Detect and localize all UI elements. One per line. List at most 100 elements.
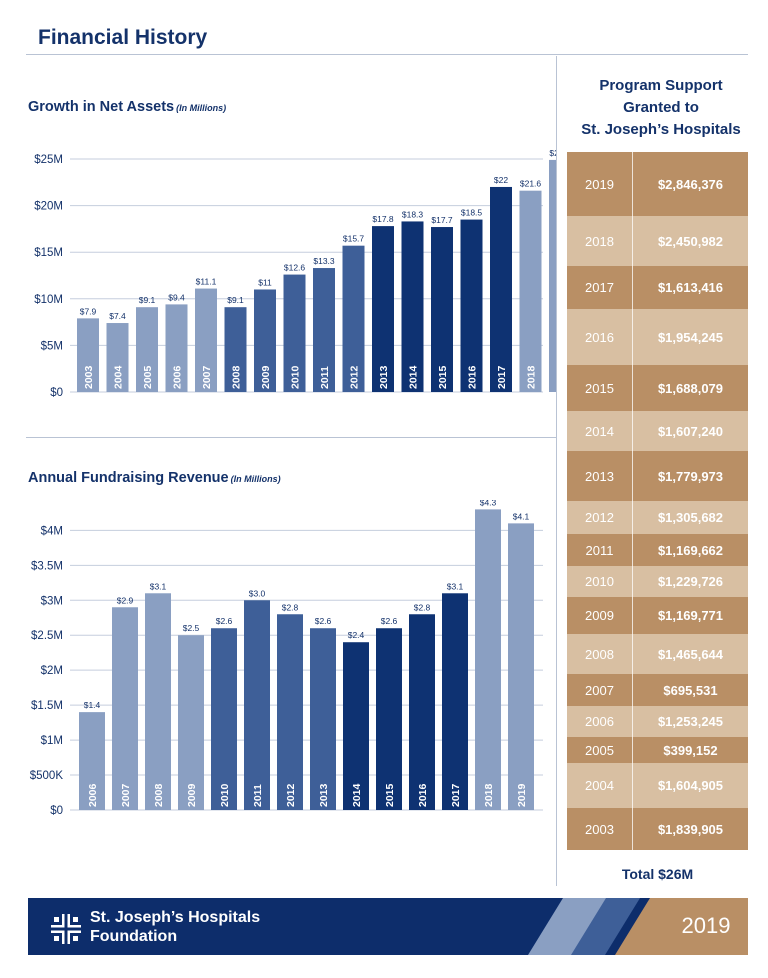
data-label: $3.0 (249, 588, 266, 598)
support-amount-cell: $1,607,240 (657, 423, 724, 439)
data-label: $3.1 (447, 581, 464, 591)
support-amount-cell: $1,465,644 (657, 646, 724, 662)
support-row: 2018 $2,450,982 (567, 216, 748, 266)
bar (442, 593, 468, 810)
bar (519, 190, 542, 392)
data-label: $9.1 (139, 295, 156, 305)
data-label: $15.7 (343, 234, 365, 244)
x-category-label: 2017 (496, 365, 508, 389)
x-category-label: 2005 (142, 365, 154, 389)
support-row: 2003 $1,839,905 (567, 808, 748, 850)
bar (195, 288, 217, 392)
support-amount-cell: $1,688,079 (657, 380, 724, 396)
x-category-label: 2010 (219, 783, 231, 807)
data-label: $18.3 (402, 209, 424, 219)
support-year-cell: 2016 (567, 309, 633, 365)
bar (508, 523, 534, 810)
bar (376, 628, 402, 810)
support-amount-cell: $1,779,973 (657, 468, 724, 484)
page-title: Financial History (38, 26, 208, 49)
support-row: 2019 $2,846,376 (567, 152, 748, 216)
net-assets-chart: $0 $5M $10M $15M $20M $25M $7.9 2003 $7.4 2004 $9.… (34, 148, 556, 399)
y-tick-label: $4M (41, 525, 63, 537)
y-tick-label: $3M (41, 595, 63, 607)
x-category-label: 2009 (186, 783, 198, 807)
bar (224, 307, 247, 392)
data-label: $7.4 (109, 311, 126, 321)
net-assets-title-text: Growth in Net Assets (28, 99, 175, 115)
data-label: $3.1 (150, 581, 167, 591)
support-amount-cell: $1,169,662 (657, 542, 724, 558)
data-label: $17.7 (431, 215, 453, 225)
y-tick-label: $5M (41, 340, 63, 352)
data-label: $1.4 (84, 700, 101, 710)
y-tick-label: $1M (41, 735, 63, 747)
x-category-label: 2008 (231, 365, 243, 389)
bar (431, 227, 453, 392)
bar (254, 289, 276, 392)
x-category-label: 2011 (252, 784, 264, 807)
cross-emblem-icon (51, 914, 81, 944)
column-divider (556, 56, 557, 886)
fundraising-chart-title: Annual Fundraising Revenue (In Millions) (28, 470, 281, 486)
data-label: $21.6 (520, 179, 542, 189)
footer-banner: St. Joseph’s Hospitals Foundation 2019 (28, 898, 748, 955)
y-tick-label: $1.5M (31, 700, 63, 712)
support-amount-cell: $695,531 (663, 682, 718, 698)
data-label: $2.6 (381, 616, 398, 626)
support-amount-cell: $1,839,905 (657, 821, 724, 837)
x-category-label: 2014 (351, 783, 363, 807)
bar (165, 304, 188, 392)
support-year-cell: 2017 (567, 266, 633, 309)
x-category-label: 2019 (555, 365, 556, 389)
data-label: $9.1 (227, 295, 244, 305)
support-year-cell: 2012 (567, 501, 633, 534)
bar (79, 712, 105, 810)
support-year-cell: 2007 (567, 674, 633, 706)
bar (490, 186, 512, 392)
support-year-cell: 2011 (567, 534, 633, 566)
footer-year: 2019 (681, 913, 731, 938)
data-label: $24.9 (549, 148, 556, 158)
x-category-label: 2018 (483, 783, 495, 807)
support-row: 2013 $1,779,973 (567, 451, 748, 501)
x-category-label: 2015 (384, 783, 396, 807)
support-year-cell: 2014 (567, 411, 633, 451)
bar (136, 307, 158, 392)
data-label: $2.8 (282, 602, 299, 612)
bar (549, 159, 556, 392)
data-label: $2.5 (183, 623, 200, 633)
bar (145, 593, 171, 810)
footer-org-line-1: St. Joseph’s Hospitals (90, 909, 261, 926)
support-year-cell: 2004 (567, 763, 633, 808)
bar (77, 318, 99, 392)
support-amount-cell: $2,450,982 (657, 233, 724, 249)
bar (409, 614, 435, 810)
support-amount-cell: $1,169,771 (657, 608, 724, 623)
support-year-cell: 2006 (567, 706, 633, 737)
x-category-label: 2011 (319, 366, 331, 389)
bar (475, 509, 501, 810)
x-category-label: 2003 (83, 365, 95, 389)
y-tick-label: $3.5M (31, 560, 63, 572)
support-row: 2007 $695,531 (567, 674, 748, 706)
support-row: 2011 $1,169,662 (567, 534, 748, 566)
x-category-label: 2006 (172, 365, 184, 389)
footer-stripe-mid (571, 898, 640, 955)
support-row: 2008 $1,465,644 (567, 634, 748, 674)
data-label: $11 (258, 277, 272, 287)
bar (244, 600, 270, 810)
footer-organization-name: St. Joseph’s Hospitals Foundation (90, 908, 260, 946)
data-label: $2.6 (216, 616, 233, 626)
y-tick-label: $0 (50, 387, 63, 399)
net-assets-unit-note: (In Millions) (176, 103, 227, 113)
support-year-cell: 2003 (567, 808, 633, 850)
data-label: $4.3 (480, 500, 497, 507)
bar (401, 221, 424, 392)
support-row: 2009 $1,169,771 (567, 597, 748, 634)
support-row: 2017 $1,613,416 (567, 266, 748, 309)
bar (342, 245, 365, 392)
support-year-cell: 2008 (567, 634, 633, 674)
data-label: $11.1 (196, 277, 217, 287)
support-amount-cell: $399,152 (663, 742, 718, 758)
